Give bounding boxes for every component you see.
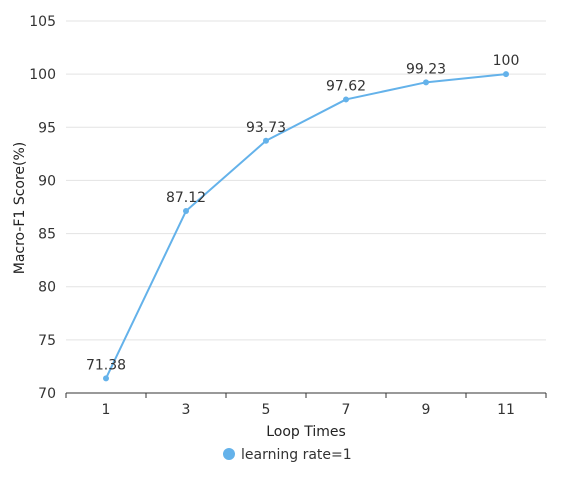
y-axis-title: Macro-F1 Score(%) xyxy=(12,142,28,275)
y-tick-labels: 70 75 80 85 90 95 100 105 xyxy=(29,14,56,402)
legend-label: learning rate=1 xyxy=(241,447,352,463)
x-tick-label: 9 xyxy=(422,402,431,418)
data-point xyxy=(263,137,269,144)
data-label: 71.38 xyxy=(86,357,126,373)
x-tick-label: 3 xyxy=(182,402,191,418)
series-layer xyxy=(103,71,509,382)
y-tick-label: 105 xyxy=(29,14,56,30)
data-point xyxy=(183,208,189,215)
y-tick-label: 75 xyxy=(38,333,56,349)
data-label: 87.12 xyxy=(166,190,206,206)
data-point xyxy=(423,79,429,86)
legend[interactable]: learning rate=1 xyxy=(223,447,352,463)
data-point xyxy=(503,71,509,78)
grid-layer xyxy=(66,20,546,341)
y-tick-label: 100 xyxy=(29,67,56,83)
data-label: 97.62 xyxy=(326,78,366,94)
data-label: 93.73 xyxy=(246,120,286,136)
data-label: 100 xyxy=(493,53,520,69)
x-tick-label: 5 xyxy=(262,402,271,418)
x-axis-title: Loop Times xyxy=(266,424,346,440)
x-tick-label: 1 xyxy=(102,402,111,418)
x-tick-label: 11 xyxy=(497,402,515,418)
series-line xyxy=(105,73,507,379)
y-tick-label: 90 xyxy=(38,173,56,189)
y-tick-label: 95 xyxy=(38,120,56,136)
y-tick-label: 70 xyxy=(38,386,56,402)
data-label: 99.23 xyxy=(406,61,446,77)
data-point xyxy=(103,375,109,382)
x-axis: 1 3 5 7 9 11 xyxy=(65,392,547,418)
legend-marker-icon xyxy=(223,448,235,460)
y-tick-label: 85 xyxy=(38,227,56,243)
x-tick-label: 7 xyxy=(342,402,351,418)
data-point xyxy=(343,96,349,103)
data-labels: 71.38 87.12 93.73 97.62 99.23 100 xyxy=(86,53,519,373)
y-tick-label: 80 xyxy=(38,280,56,296)
